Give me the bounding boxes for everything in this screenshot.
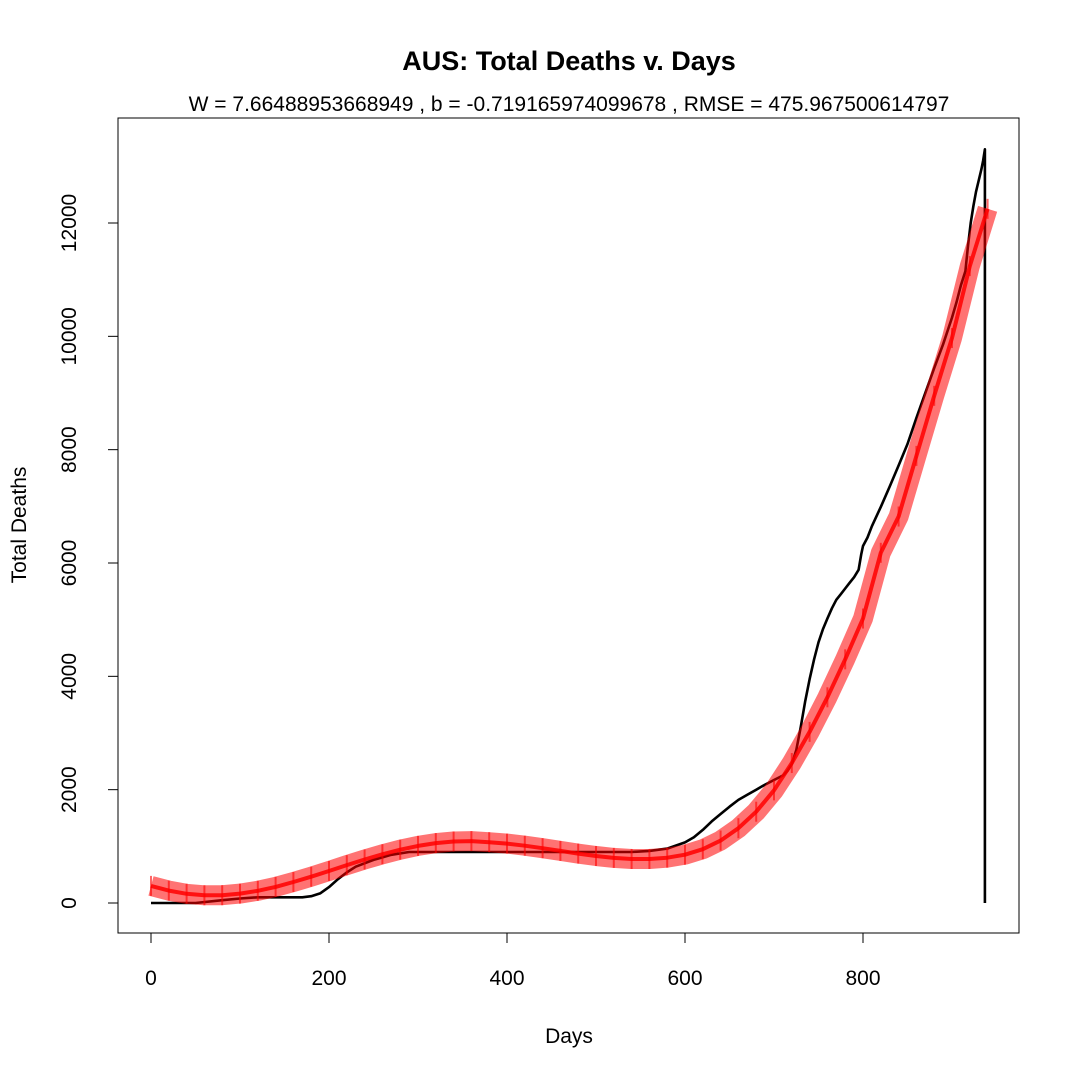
y-tick-label: 2000 [58, 766, 81, 813]
x-tick-label: 600 [667, 967, 702, 990]
y-axis: 0 2000 4000 6000 8000 10000 12000 [58, 194, 119, 909]
y-axis-label: Total Deaths [8, 467, 31, 584]
x-tick-label: 800 [845, 967, 880, 990]
x-tick-label: 200 [311, 967, 346, 990]
series-fit-line [150, 208, 990, 898]
chart-subtitle: W = 7.66488953668949 , b = -0.7191659740… [189, 93, 950, 116]
x-tick-label: 400 [489, 967, 524, 990]
x-tick-label: 0 [145, 967, 157, 990]
y-tick-label: 10000 [58, 307, 81, 365]
y-tick-label: 6000 [58, 540, 81, 587]
x-axis: 0 200 400 600 800 [145, 932, 881, 990]
series-actual-line [151, 148, 987, 905]
x-axis-label: Days [545, 1025, 593, 1048]
y-tick-label: 12000 [58, 194, 81, 252]
chart-title: AUS: Total Deaths v. Days [402, 46, 736, 76]
series-layer [148, 148, 998, 906]
y-tick-label: 4000 [58, 653, 81, 700]
y-tick-label: 8000 [58, 426, 81, 473]
y-tick-label: 0 [58, 897, 81, 909]
